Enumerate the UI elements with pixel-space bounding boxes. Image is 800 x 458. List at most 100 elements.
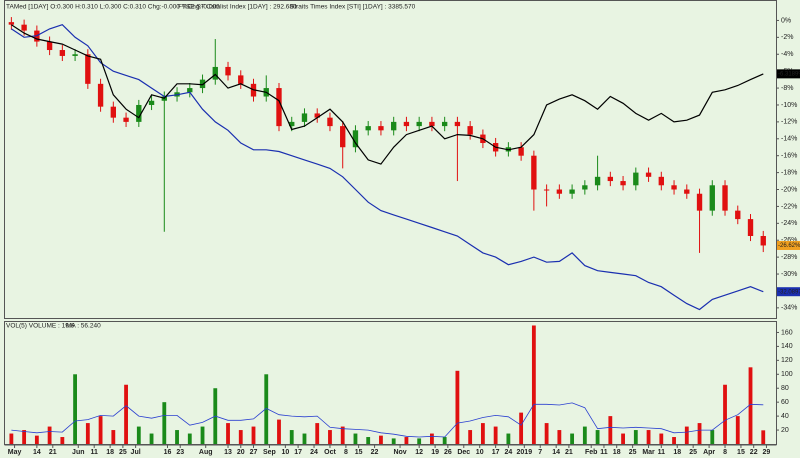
volume-bar xyxy=(238,430,243,444)
y-tick-label: -10% xyxy=(781,102,797,109)
x-tick-label: 22 xyxy=(750,449,758,456)
x-tick-label: 14 xyxy=(33,449,41,456)
volume-bar xyxy=(544,423,549,444)
candle-body xyxy=(518,147,524,156)
candle-body xyxy=(658,176,664,186)
volume-bar xyxy=(289,430,294,444)
y-tick-label: 40 xyxy=(781,413,789,420)
volume-bar xyxy=(328,430,332,444)
ma-line xyxy=(11,402,764,438)
candle-body xyxy=(467,126,473,135)
volume-bar xyxy=(761,430,766,444)
candle-body xyxy=(327,117,333,127)
x-tick-label: 19 xyxy=(431,449,439,456)
y-tick-label: -18% xyxy=(781,169,797,176)
volume-bar xyxy=(519,412,524,444)
volume-bar xyxy=(697,423,702,444)
volume-bar xyxy=(277,419,281,444)
candle-body xyxy=(556,189,563,194)
volume-bar xyxy=(353,433,358,444)
candle-body xyxy=(301,113,308,122)
candle-body xyxy=(238,75,244,84)
candle-body xyxy=(97,83,104,107)
candle-body xyxy=(416,121,422,127)
candle-body xyxy=(607,176,614,182)
volume-bar xyxy=(493,426,498,444)
x-tick-label: 18 xyxy=(673,449,681,456)
candle-body xyxy=(620,181,626,186)
volume-bar xyxy=(34,435,39,444)
volume-bar xyxy=(200,426,205,444)
y-tick-label: 80 xyxy=(781,385,789,392)
candle-body xyxy=(645,172,652,177)
x-tick-label: 13 xyxy=(224,449,232,456)
y-tick-label: -4% xyxy=(781,51,793,58)
volume-bar xyxy=(633,430,638,444)
volume-bar xyxy=(111,430,116,444)
candle-body xyxy=(123,117,129,122)
x-tick-label: 8 xyxy=(723,449,727,456)
y-tick-label: -14% xyxy=(781,136,797,143)
candle-body xyxy=(709,185,715,211)
volume-bar xyxy=(366,437,371,444)
x-tick-label: 10 xyxy=(476,449,484,456)
x-tick-label: 17 xyxy=(492,449,500,456)
index-line xyxy=(11,24,764,165)
candle-body xyxy=(85,54,91,84)
candle-body xyxy=(365,126,371,131)
x-tick-label: 26 xyxy=(444,449,452,456)
volume-bar xyxy=(455,370,460,444)
x-tick-label: May xyxy=(8,449,22,456)
x-tick-label: 18 xyxy=(613,449,621,456)
x-tick-label: 22 xyxy=(371,449,379,456)
volume-bar xyxy=(417,438,422,444)
volume-bar xyxy=(531,325,536,444)
x-tick-label: 11 xyxy=(658,449,666,456)
volume-bar xyxy=(251,426,256,444)
y-tick-label: 20 xyxy=(781,427,789,434)
candle-body xyxy=(441,121,448,127)
volume-bar xyxy=(391,438,396,444)
volume-bar xyxy=(506,433,511,444)
y-tick-label: 160 xyxy=(781,329,793,336)
y-tick-label: 100 xyxy=(781,371,793,378)
y-tick-label: -30% xyxy=(781,271,797,278)
ma-header: MA : 56.240 xyxy=(66,323,101,330)
candle-body xyxy=(136,104,142,122)
y-tick-label: 120 xyxy=(781,357,793,364)
candle-body xyxy=(212,66,218,80)
x-tick-label: 23 xyxy=(176,449,184,456)
x-tick-label: Aug xyxy=(199,449,213,456)
x-tick-label: 7 xyxy=(538,449,542,456)
volume-bar xyxy=(442,437,447,444)
candle-body xyxy=(582,185,588,190)
x-tick-label: 2019 xyxy=(517,449,533,456)
x-tick-label: 11 xyxy=(600,449,608,456)
catalist-header: FTSE ST Catalist Index [1DAY] : 292.680 xyxy=(178,4,297,11)
candle-body xyxy=(543,189,550,191)
volume-bar xyxy=(582,426,587,444)
volume-bar xyxy=(149,433,154,444)
last-value-box xyxy=(777,69,800,79)
x-tick-label: 10 xyxy=(281,449,289,456)
volume-bar xyxy=(723,384,727,444)
x-tick-label: Dec xyxy=(457,449,470,456)
volume-bar xyxy=(672,437,676,444)
x-tick-label: 16 xyxy=(164,449,172,456)
volume-bar xyxy=(570,433,575,444)
volume-bar xyxy=(735,416,740,444)
candle-body xyxy=(289,121,295,127)
x-tick-label: 21 xyxy=(565,449,573,456)
x-tick-label: Mar xyxy=(642,449,655,456)
candle-body xyxy=(684,189,690,194)
y-tick-label: -20% xyxy=(781,186,797,193)
x-tick-label: 29 xyxy=(763,449,771,456)
candle-body xyxy=(391,121,397,131)
last-value-label: -6.3189% xyxy=(778,71,800,77)
volume-bar xyxy=(264,374,269,444)
candle-body xyxy=(633,172,639,186)
candle-body xyxy=(21,24,27,31)
volume-bar xyxy=(404,437,409,444)
candle-body xyxy=(340,126,346,148)
